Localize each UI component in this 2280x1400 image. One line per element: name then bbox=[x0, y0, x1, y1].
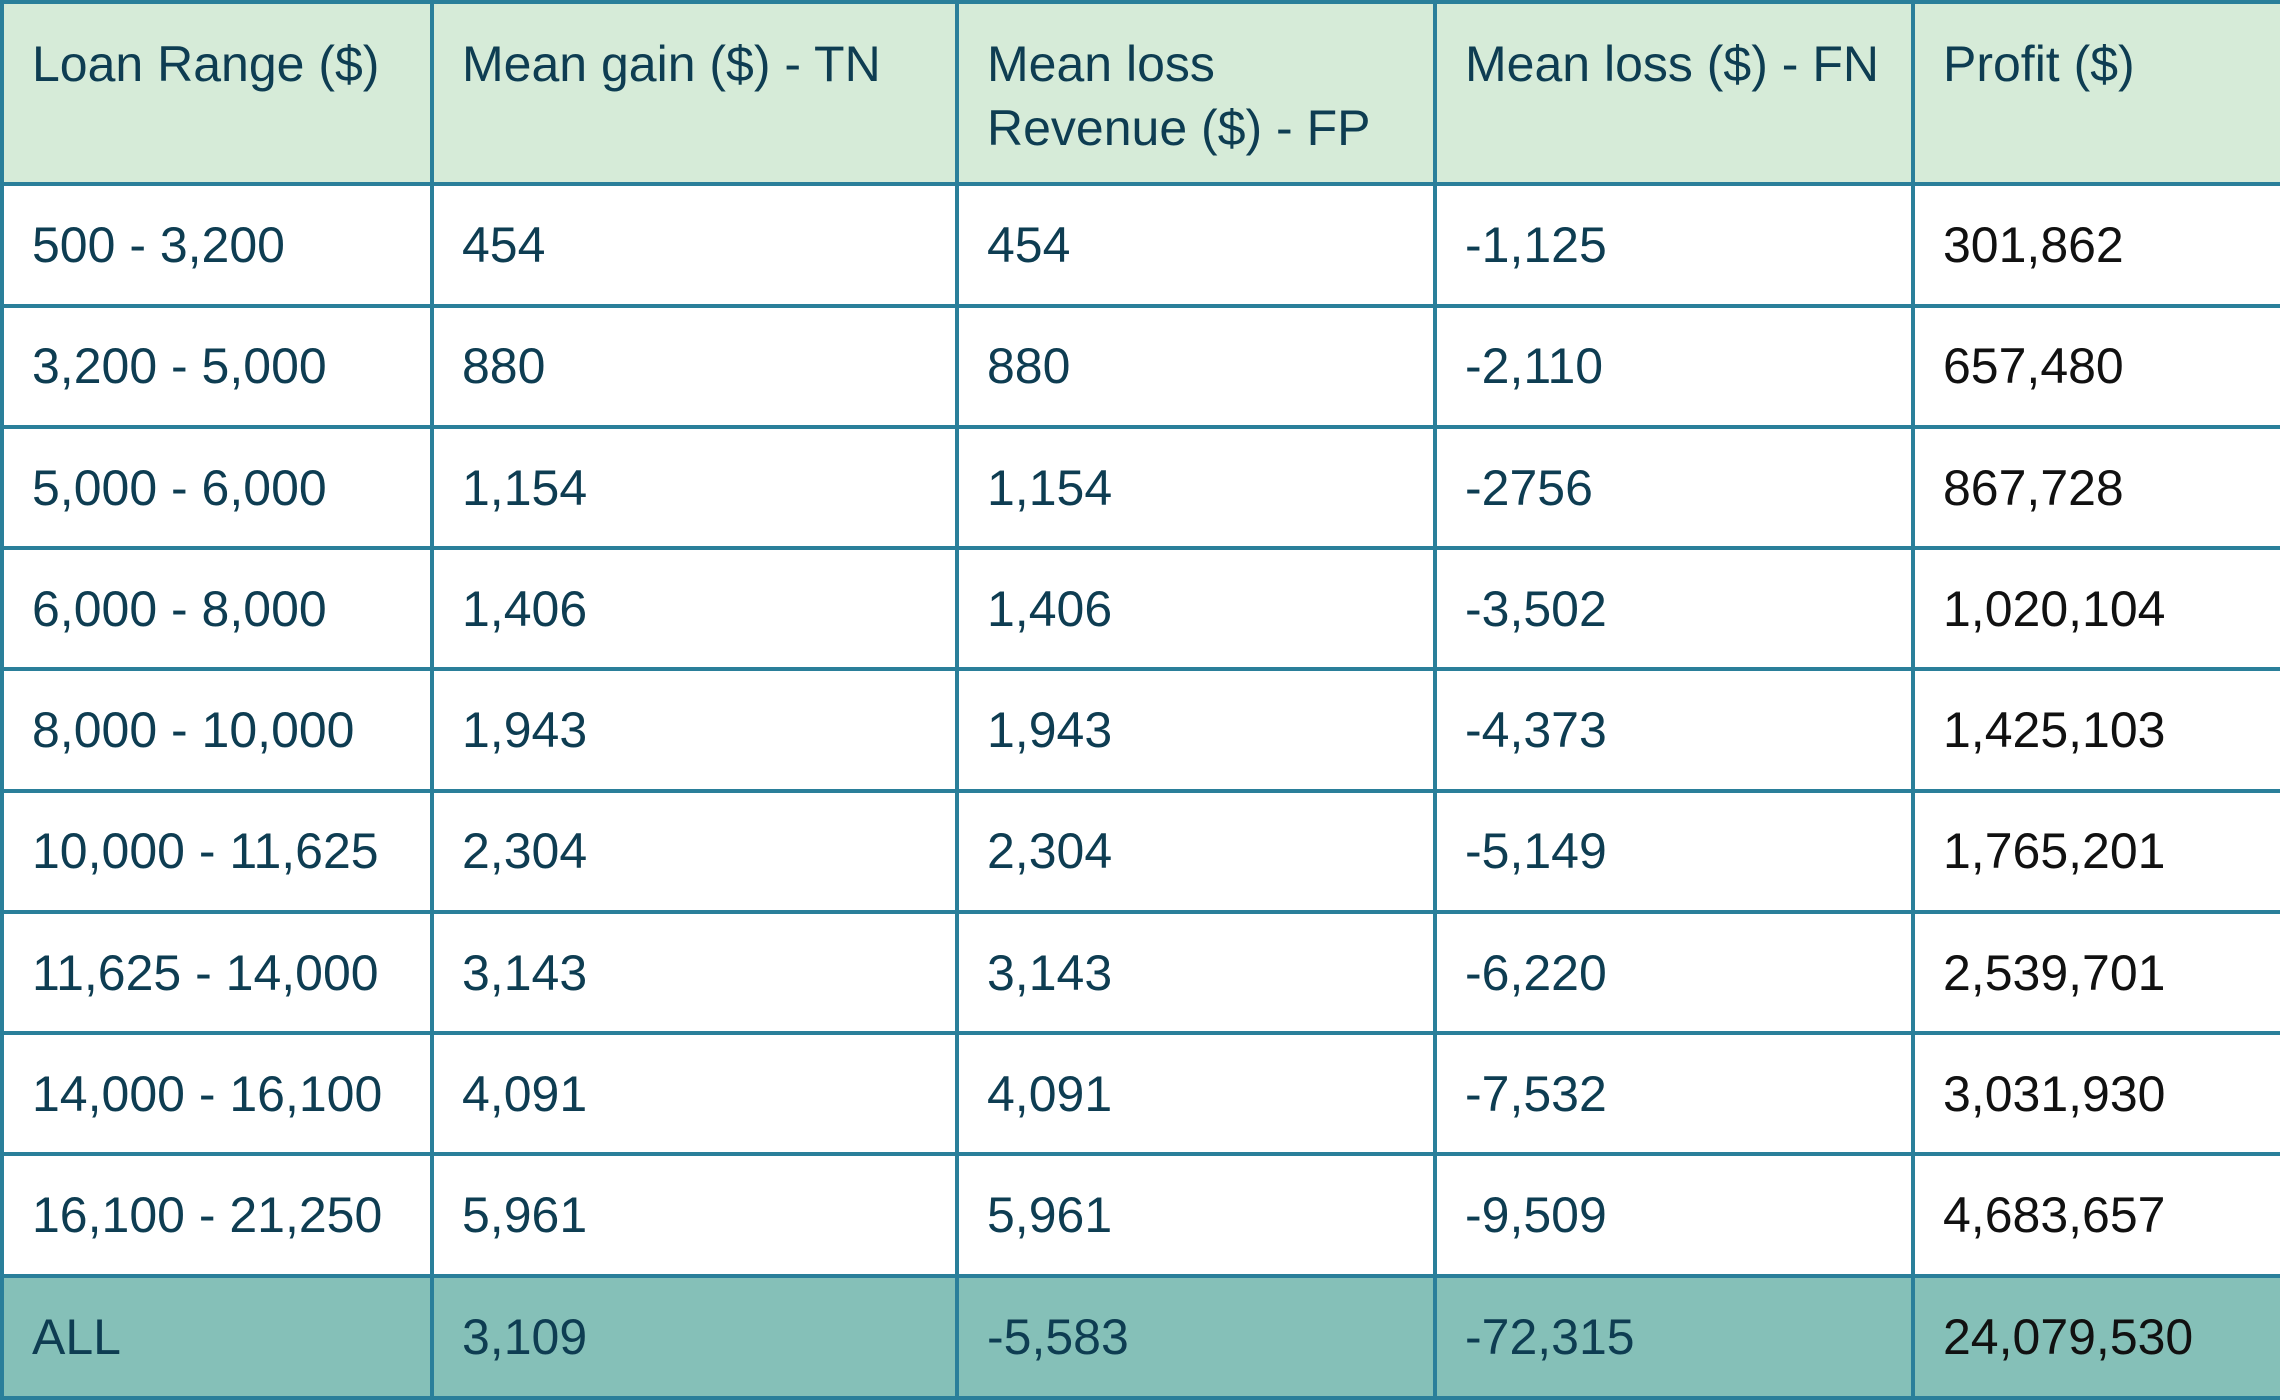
cell-mean-loss-revenue: 3,143 bbox=[955, 909, 1437, 1036]
cell-mean-loss-revenue: 1,943 bbox=[955, 667, 1437, 793]
cell-loan-range: 8,000 - 10,000 bbox=[0, 667, 434, 793]
total-profit: 24,079,530 bbox=[1911, 1273, 2280, 1400]
cell-loan-range: 5,000 - 6,000 bbox=[0, 424, 434, 551]
cell-mean-loss-revenue: 5,961 bbox=[955, 1152, 1437, 1278]
table-row: 6,000 - 8,000 1,406 1,406 -3,502 1,020,1… bbox=[0, 546, 2280, 672]
header-mean-gain-tn: Mean gain ($) - TN bbox=[430, 0, 959, 187]
cell-mean-loss: -7,532 bbox=[1433, 1031, 1915, 1157]
cell-mean-gain: 2,304 bbox=[430, 788, 959, 914]
cell-mean-loss-revenue: 880 bbox=[955, 303, 1437, 429]
cell-mean-loss-revenue: 1,406 bbox=[955, 546, 1437, 672]
cell-mean-loss: -6,220 bbox=[1433, 909, 1915, 1036]
cell-mean-gain: 1,154 bbox=[430, 424, 959, 551]
cell-profit: 1,765,201 bbox=[1911, 788, 2280, 914]
cell-loan-range: 3,200 - 5,000 bbox=[0, 303, 434, 429]
cell-profit: 4,683,657 bbox=[1911, 1152, 2280, 1278]
table-row: 11,625 - 14,000 3,143 3,143 -6,220 2,539… bbox=[0, 909, 2280, 1036]
cell-mean-gain: 3,143 bbox=[430, 909, 959, 1036]
table-row: 5,000 - 6,000 1,154 1,154 -2756 867,728 bbox=[0, 424, 2280, 551]
cell-profit: 1,425,103 bbox=[1911, 667, 2280, 793]
cell-mean-loss: -3,502 bbox=[1433, 546, 1915, 672]
cell-loan-range: 11,625 - 14,000 bbox=[0, 909, 434, 1036]
cell-loan-range: 10,000 - 11,625 bbox=[0, 788, 434, 914]
cell-mean-gain: 880 bbox=[430, 303, 959, 429]
cell-mean-loss-revenue: 454 bbox=[955, 182, 1437, 308]
cell-profit: 3,031,930 bbox=[1911, 1031, 2280, 1157]
cell-mean-loss: -2756 bbox=[1433, 424, 1915, 551]
total-mean-loss-revenue: -5,583 bbox=[955, 1273, 1437, 1400]
cell-mean-loss: -5,149 bbox=[1433, 788, 1915, 914]
header-mean-loss-revenue-fp: Mean loss Revenue ($) - FP bbox=[955, 0, 1437, 187]
table-row: 8,000 - 10,000 1,943 1,943 -4,373 1,425,… bbox=[0, 667, 2280, 793]
table-row: 3,200 - 5,000 880 880 -2,110 657,480 bbox=[0, 303, 2280, 429]
cell-loan-range: 16,100 - 21,250 bbox=[0, 1152, 434, 1278]
table-row: 10,000 - 11,625 2,304 2,304 -5,149 1,765… bbox=[0, 788, 2280, 914]
table-total-row: ALL 3,109 -5,583 -72,315 24,079,530 bbox=[0, 1273, 2280, 1400]
cell-profit: 301,862 bbox=[1911, 182, 2280, 308]
header-loan-range: Loan Range ($) bbox=[0, 0, 434, 187]
cell-mean-loss: -9,509 bbox=[1433, 1152, 1915, 1278]
cell-mean-loss: -4,373 bbox=[1433, 667, 1915, 793]
cell-mean-gain: 4,091 bbox=[430, 1031, 959, 1157]
cell-profit: 657,480 bbox=[1911, 303, 2280, 429]
total-label: ALL bbox=[0, 1273, 434, 1400]
cell-profit: 2,539,701 bbox=[1911, 909, 2280, 1036]
cell-mean-loss-revenue: 1,154 bbox=[955, 424, 1437, 551]
cell-loan-range: 14,000 - 16,100 bbox=[0, 1031, 434, 1157]
cell-loan-range: 6,000 - 8,000 bbox=[0, 546, 434, 672]
header-profit: Profit ($) bbox=[1911, 0, 2280, 187]
table-header-row: Loan Range ($) Mean gain ($) - TN Mean l… bbox=[0, 0, 2280, 187]
header-mean-loss-fn: Mean loss ($) - FN bbox=[1433, 0, 1915, 187]
total-mean-loss: -72,315 bbox=[1433, 1273, 1915, 1400]
cell-loan-range: 500 - 3,200 bbox=[0, 182, 434, 308]
table-row: 16,100 - 21,250 5,961 5,961 -9,509 4,683… bbox=[0, 1152, 2280, 1278]
cell-profit: 867,728 bbox=[1911, 424, 2280, 551]
table-row: 14,000 - 16,100 4,091 4,091 -7,532 3,031… bbox=[0, 1031, 2280, 1157]
cell-mean-gain: 5,961 bbox=[430, 1152, 959, 1278]
table-row: 500 - 3,200 454 454 -1,125 301,862 bbox=[0, 182, 2280, 308]
cell-mean-gain: 1,406 bbox=[430, 546, 959, 672]
cell-mean-loss: -2,110 bbox=[1433, 303, 1915, 429]
cell-mean-loss-revenue: 2,304 bbox=[955, 788, 1437, 914]
cell-mean-gain: 1,943 bbox=[430, 667, 959, 793]
cell-mean-gain: 454 bbox=[430, 182, 959, 308]
cell-profit: 1,020,104 bbox=[1911, 546, 2280, 672]
total-mean-gain: 3,109 bbox=[430, 1273, 959, 1400]
cell-mean-loss-revenue: 4,091 bbox=[955, 1031, 1437, 1157]
cell-mean-loss: -1,125 bbox=[1433, 182, 1915, 308]
